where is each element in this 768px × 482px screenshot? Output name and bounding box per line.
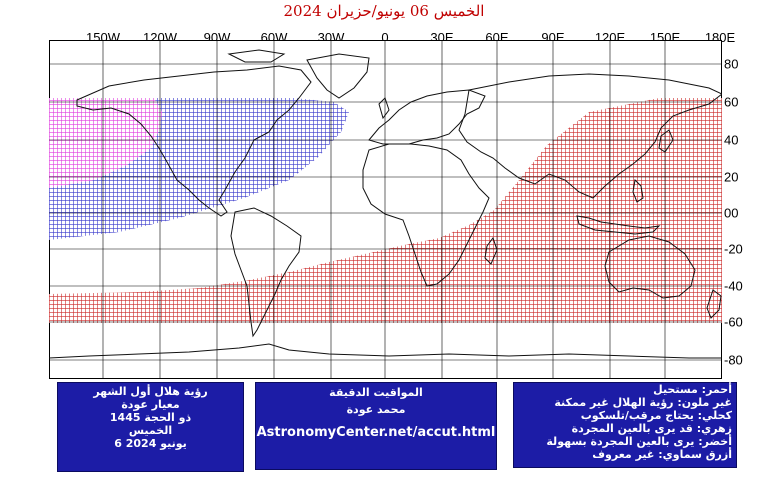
arctic-islands: [227, 49, 286, 63]
legend-left-line: 6 يونيو 2024: [114, 437, 187, 450]
greenland: [306, 53, 370, 99]
legend-left-line: الخميس: [128, 424, 173, 437]
legend-right-line: أحمر: مستحيل: [653, 383, 732, 396]
africa: [362, 143, 490, 287]
asia: [458, 73, 722, 199]
magenta-zone: [49, 98, 162, 188]
coastlines: [49, 49, 722, 359]
red-zone: [49, 98, 722, 323]
australia: [604, 235, 696, 299]
south-america: [230, 207, 302, 338]
legend-mid-line: المواقيت الدقيقة: [329, 386, 423, 399]
legend-box-month: رؤية هلال أول الشهر معيار عودة ذو الحجة …: [57, 382, 244, 472]
lon-label: 0: [381, 30, 389, 45]
lat-label: 60: [724, 94, 739, 110]
legend-box-colors: أحمر: مستحيل غير ملون: رؤية الهلال غير م…: [513, 382, 737, 468]
lat-label: 80: [724, 56, 739, 72]
new-zealand: [706, 289, 722, 319]
legend-left-line: رؤية هلال أول الشهر: [93, 385, 208, 398]
website-link[interactable]: AstronomyCenter.net/accut.html: [256, 425, 496, 440]
legend-mid-line: محمد عودة: [346, 403, 406, 416]
antarctica: [49, 343, 722, 359]
graticule: [49, 40, 722, 379]
uk-islands: [378, 97, 390, 120]
north-america: [76, 65, 312, 217]
legend-left-line: ذو الحجة 1445: [109, 411, 192, 424]
madagascar: [484, 236, 498, 265]
map-title: الخميس 06 يونيو/حزيران 2024: [283, 2, 485, 20]
legend-right-line: كحلي: يحتاج مرقب/تلسكوب: [580, 409, 732, 422]
japan: [658, 129, 674, 153]
legend-right-line: غير ملون: رؤية الهلال غير ممكنة: [554, 396, 732, 409]
lat-label: 00: [724, 205, 739, 221]
philippines: [632, 178, 644, 203]
lat-label: -80: [724, 352, 743, 368]
legend-left-line: معيار عودة: [121, 398, 180, 411]
legend-right-line: أخضر: يرى بالعين المجردة بسهولة: [546, 435, 732, 448]
lat-label: 40: [724, 132, 739, 148]
lat-label: -40: [724, 278, 743, 294]
indonesia: [576, 215, 661, 235]
legend-box-source: المواقيت الدقيقة محمد عودة AstronomyCent…: [255, 382, 497, 470]
lat-label: 20: [724, 169, 739, 185]
lat-label: -60: [724, 314, 743, 330]
lat-label: -20: [724, 241, 743, 257]
world-map: [49, 40, 722, 379]
legend-right-line: أزرق سماوي: غير معروف: [592, 448, 732, 461]
legend-right-line: زهري: قد يرى بالعين المجردة: [571, 422, 732, 435]
